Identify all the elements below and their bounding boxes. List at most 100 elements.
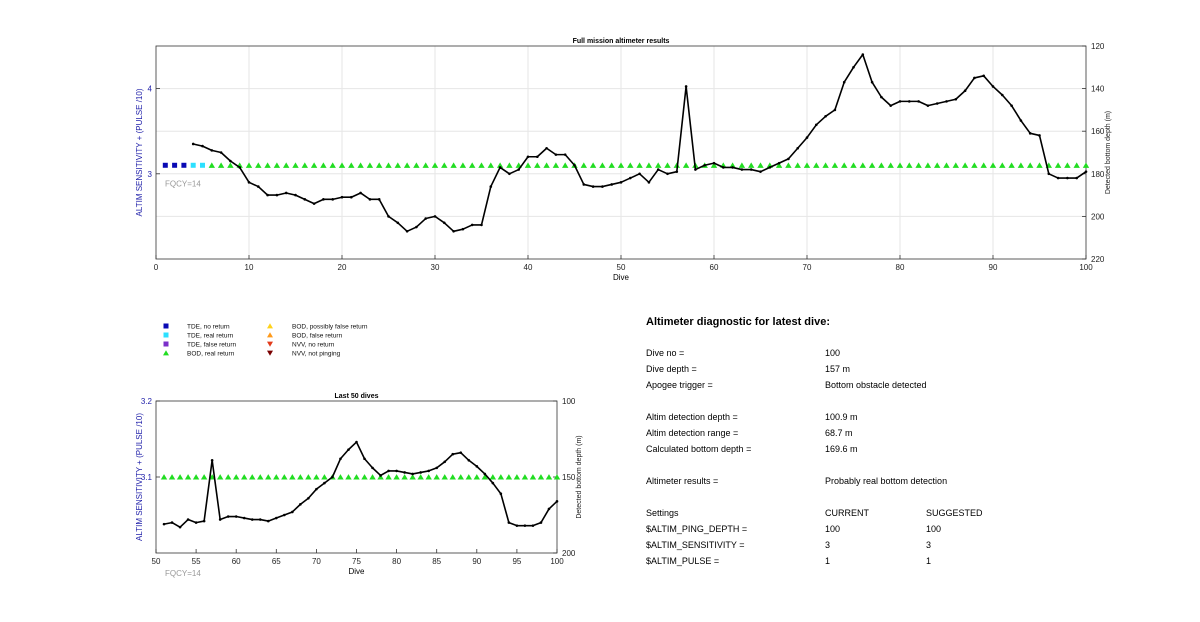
- bod-real-return-marker: [401, 474, 408, 480]
- depth-point: [880, 95, 883, 99]
- depth-point: [340, 195, 344, 199]
- depth-point: [591, 185, 595, 188]
- depth-point: [315, 487, 318, 491]
- depth-point: [350, 195, 353, 199]
- depth-point: [303, 198, 307, 201]
- bod-real-return-marker: [489, 474, 497, 480]
- depth-point: [331, 198, 335, 201]
- depth-point: [768, 166, 772, 169]
- depth-point: [226, 515, 230, 518]
- depth-point: [508, 172, 511, 176]
- depth-point: [1066, 176, 1069, 180]
- bod-real-return-marker: [283, 162, 290, 168]
- bod-real-return-marker: [192, 474, 200, 480]
- depth-point: [178, 525, 182, 529]
- depth-point: [411, 472, 414, 476]
- legend-label: TDE, no return: [187, 324, 230, 331]
- depth-point: [898, 100, 902, 103]
- bod-real-return-marker: [297, 474, 304, 480]
- bod-real-return-marker: [1054, 162, 1062, 168]
- legend-swatch: [163, 341, 169, 347]
- depth-point: [451, 452, 455, 456]
- bod-real-return-marker: [208, 474, 216, 480]
- y-right-tick-label: 160: [1091, 127, 1105, 136]
- bod-real-return-marker: [357, 162, 364, 168]
- bod-real-return-marker: [878, 162, 885, 168]
- bod-real-return-marker: [562, 162, 569, 168]
- x-tick-label: 50: [152, 557, 161, 566]
- depth-point: [517, 168, 520, 171]
- bod-real-return-marker: [813, 162, 820, 168]
- bod-real-return-marker: [273, 162, 281, 168]
- depth-point: [170, 521, 174, 524]
- x-tick-label: 40: [524, 263, 533, 272]
- depth-point: [675, 170, 679, 173]
- bod-real-return-marker: [822, 162, 829, 168]
- x-axis-label: Dive: [348, 567, 365, 576]
- diag-value-calculated-bottom: 169.6 m: [825, 444, 858, 454]
- depth-point: [547, 507, 551, 511]
- bod-real-return-marker: [320, 162, 327, 168]
- depth-point: [339, 457, 342, 461]
- depth-point: [491, 481, 495, 485]
- y-right-tick-label: 200: [562, 549, 576, 558]
- depth-point: [210, 149, 214, 152]
- bod-real-return-marker: [478, 162, 485, 168]
- depth-point: [219, 151, 223, 154]
- bod-real-return-marker: [999, 162, 1006, 168]
- legend-label: NVV, not pinging: [292, 351, 341, 358]
- legend-label: TDE, false return: [187, 342, 237, 349]
- depth-series-line: [163, 441, 558, 528]
- legend-label: TDE, real return: [187, 333, 234, 340]
- bod-real-return-marker: [617, 162, 625, 168]
- setting-pulse-label: $ALTIM_PULSE =: [646, 556, 720, 566]
- setting-sensitivity-current: 3: [825, 540, 831, 550]
- bod-real-return-marker: [457, 474, 464, 480]
- depth-point: [573, 163, 576, 167]
- diag-label-dive-depth: Dive depth =: [646, 364, 697, 374]
- bod-real-return-marker: [393, 474, 400, 480]
- depth-point: [1075, 176, 1078, 180]
- bod-real-return-marker: [934, 162, 941, 168]
- depth-point: [531, 524, 535, 527]
- legend-swatch: [163, 350, 169, 356]
- depth-point: [322, 198, 325, 201]
- bod-real-return-marker: [1027, 162, 1034, 168]
- depth-point: [1047, 172, 1051, 176]
- bod-real-return-marker: [589, 162, 597, 168]
- setting-pulse-suggested: 1: [926, 556, 932, 566]
- depth-point: [852, 66, 855, 69]
- bod-real-return-marker: [496, 162, 504, 168]
- bod-real-return-marker: [465, 474, 472, 480]
- bod-real-return-marker: [184, 474, 192, 480]
- depth-point: [355, 440, 358, 444]
- y-left-axis-label: ALTIM SENSITIVITY + (PULSE /10): [135, 413, 144, 541]
- depth-point: [731, 166, 734, 169]
- depth-series-line: [193, 53, 1087, 233]
- bod-real-return-marker: [394, 162, 401, 168]
- x-tick-label: 55: [192, 557, 201, 566]
- x-tick-label: 100: [550, 557, 564, 566]
- depth-point: [480, 223, 483, 227]
- depth-point: [294, 193, 297, 197]
- depth-point: [507, 521, 511, 524]
- depth-point: [610, 183, 613, 186]
- legend-label: NVV, no return: [292, 342, 335, 349]
- depth-point: [712, 161, 716, 165]
- bod-real-return-marker: [757, 162, 764, 168]
- depth-point: [656, 168, 660, 171]
- depth-point: [935, 102, 939, 105]
- bod-real-return-marker: [645, 162, 653, 168]
- depth-point: [377, 198, 381, 201]
- depth-point: [452, 230, 455, 233]
- bod-real-return-marker: [425, 474, 432, 480]
- bod-real-return-marker: [506, 162, 513, 168]
- depth-point: [186, 518, 190, 521]
- bod-real-return-marker: [943, 162, 950, 168]
- bod-real-return-marker: [241, 474, 248, 480]
- depth-point: [833, 108, 837, 112]
- y-right-tick-label: 150: [562, 473, 576, 482]
- legend-swatch: [163, 323, 169, 329]
- depth-point: [470, 223, 474, 227]
- bod-real-return-marker: [301, 162, 308, 168]
